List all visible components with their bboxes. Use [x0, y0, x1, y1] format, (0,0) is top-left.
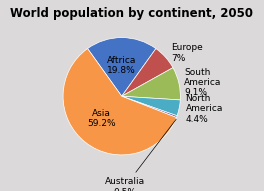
- Wedge shape: [122, 96, 180, 116]
- Text: Asia
59.2%: Asia 59.2%: [87, 109, 116, 128]
- Text: Europe
7%: Europe 7%: [171, 43, 202, 63]
- Text: Aftrica
19.8%: Aftrica 19.8%: [107, 56, 136, 75]
- Wedge shape: [122, 68, 180, 100]
- Text: South
America
9.1%: South America 9.1%: [184, 68, 221, 97]
- Title: World population by continent, 2050: World population by continent, 2050: [11, 7, 253, 20]
- Wedge shape: [63, 49, 176, 155]
- Wedge shape: [122, 49, 173, 96]
- Text: Australia
0.5%: Australia 0.5%: [105, 119, 176, 191]
- Wedge shape: [122, 96, 177, 117]
- Text: North
America
4.4%: North America 4.4%: [186, 94, 223, 124]
- Wedge shape: [88, 38, 156, 96]
